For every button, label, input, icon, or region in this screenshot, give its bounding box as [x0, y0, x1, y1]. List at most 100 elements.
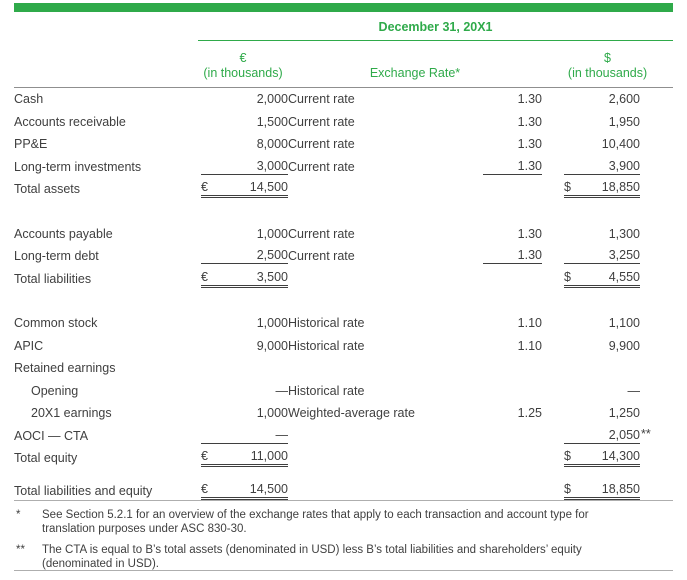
amount: 8,000 [256, 137, 288, 152]
column-header-eur: € (in thousands) [198, 40, 288, 88]
row-label: Long-term investments [14, 159, 142, 174]
rate-value-cell: 1.30 [462, 223, 542, 246]
usd-amount-cell: 3,250 [542, 245, 640, 268]
footnote-marker-cell [640, 133, 673, 156]
footnote-marker-cell [640, 447, 673, 470]
usd-amount-cell [542, 357, 640, 380]
table-row: 20X1 earnings 1,000 Weighted-average rate 1… [14, 402, 673, 425]
rate-label-cell [288, 178, 462, 201]
amount: 2,500 [201, 248, 288, 265]
table-row: Total equity €11,000 $14,300 [14, 447, 673, 470]
section-gap [14, 201, 673, 223]
footnote-marker-cell [640, 357, 673, 380]
footnote-marker: ** [641, 426, 651, 441]
table-title: December 31, 20X1 [198, 14, 674, 41]
eur-amount-cell: 3,000 [198, 156, 288, 179]
row-label: Common stock [14, 316, 98, 331]
eur-amount-cell: 8,000 [198, 133, 288, 156]
currency-symbol: $ [564, 449, 571, 464]
usd-symbol: $ [604, 51, 611, 65]
amount: 1,000 [256, 226, 288, 241]
amount: $18,850 [564, 180, 640, 199]
usd-amount-cell: 2,600 [542, 88, 640, 111]
amount: €14,500 [201, 482, 288, 500]
footnote: * See Section 5.2.1 for an overview of th… [14, 508, 673, 536]
amount: — [627, 383, 641, 398]
table-row: Cash 2,000 Current rate 1.30 2,600 [14, 88, 673, 111]
usd-amount-cell: $4,550 [542, 268, 640, 291]
eur-amount-cell: €3,500 [198, 268, 288, 291]
rate-value-cell: 1.30 [462, 111, 542, 134]
eur-amount-cell: €14,500 [198, 480, 288, 503]
amount: 1,000 [256, 316, 288, 331]
table-row: APIC 9,000 Historical rate 1.10 9,900 [14, 335, 673, 358]
rate-label-cell [288, 268, 462, 291]
rate-label-cell: Current rate [288, 159, 355, 174]
amount: 10,400 [601, 137, 640, 152]
usd-amount-cell: 1,100 [542, 312, 640, 335]
footnote-marker-cell [640, 312, 673, 335]
usd-amount-cell: 10,400 [542, 133, 640, 156]
amount: 9,900 [608, 338, 640, 353]
rate-value-cell [462, 268, 542, 291]
rate-label-cell: Current rate [288, 226, 355, 241]
amount: €11,000 [201, 449, 288, 468]
row-label: Cash [14, 92, 44, 107]
amount: 1.30 [517, 226, 542, 241]
usd-amount-cell: 9,900 [542, 335, 640, 358]
row-label: Total liabilities [14, 271, 92, 286]
currency-symbol: € [201, 449, 208, 464]
rate-label-cell: Historical rate [288, 383, 365, 398]
currency-symbol: € [201, 481, 208, 496]
table-row: Long-term investments 3,000 Current rate 1.… [14, 156, 673, 179]
footnote: ** The CTA is equal to B’s total assets (… [14, 543, 673, 571]
eur-amount-cell: 1,000 [198, 223, 288, 246]
footnote-marker-cell [640, 245, 673, 268]
table-row: Total assets €14,500 $18,850 [14, 178, 673, 201]
footnote-marker-cell [640, 156, 673, 179]
rate-value-cell [462, 480, 542, 503]
row-label: Opening [31, 383, 79, 398]
footnote-marker-cell: ** [640, 425, 673, 448]
usd-amount-cell: 2,050 [542, 425, 640, 448]
eur-amount-cell: €11,000 [198, 447, 288, 470]
currency-symbol: € [201, 180, 208, 195]
rate-value-cell: 1.30 [462, 133, 542, 156]
eur-unit: (in thousands) [203, 66, 283, 80]
rate-value-cell: 1.10 [462, 312, 542, 335]
eur-amount-cell: 9,000 [198, 335, 288, 358]
usd-unit: (in thousands) [567, 66, 648, 80]
rate-label-cell [288, 447, 462, 470]
amount: 1.30 [483, 248, 542, 265]
amount: 1.30 [517, 114, 542, 129]
table-row: Total liabilities €3,500 $4,550 [14, 268, 673, 291]
table-body: Cash 2,000 Current rate 1.30 2,600 Accounts r… [14, 88, 673, 503]
usd-amount-cell: 1,950 [542, 111, 640, 134]
eur-amount-cell: 1,500 [198, 111, 288, 134]
amount: $4,550 [564, 270, 640, 288]
rate-label-cell: Current rate [288, 114, 355, 129]
footnote-marker-cell [640, 178, 673, 201]
column-header-usd: $ (in thousands) [542, 40, 674, 88]
footnote-symbol: * [16, 509, 21, 521]
footnote-text: See Section 5.2.1 for an overview of the… [42, 509, 589, 535]
rate-label-cell [288, 357, 462, 380]
footnote-marker-cell [640, 88, 673, 111]
amount: 1,500 [256, 114, 288, 129]
footnote-marker-cell [640, 402, 673, 425]
table-row: Long-term debt 2,500 Current rate 1.30 3,250 [14, 245, 673, 268]
amount: 1.10 [517, 316, 542, 331]
amount: — [201, 428, 288, 444]
rate-value-cell: 1.30 [462, 156, 542, 179]
usd-amount-cell: 3,900 [542, 156, 640, 179]
footnote-marker-cell [640, 335, 673, 358]
currency-symbol: $ [564, 481, 571, 496]
amount: 2,050 [564, 428, 640, 444]
table-row: AOCI — CTA — 2,050 ** [14, 425, 673, 448]
rate-value-cell: 1.30 [462, 245, 542, 268]
eur-amount-cell [198, 357, 288, 380]
section-gap [14, 290, 673, 312]
amount: €3,500 [201, 270, 288, 288]
amount: €14,500 [201, 180, 288, 199]
footnote-text: The CTA is equal to B’s total assets (de… [42, 544, 582, 570]
